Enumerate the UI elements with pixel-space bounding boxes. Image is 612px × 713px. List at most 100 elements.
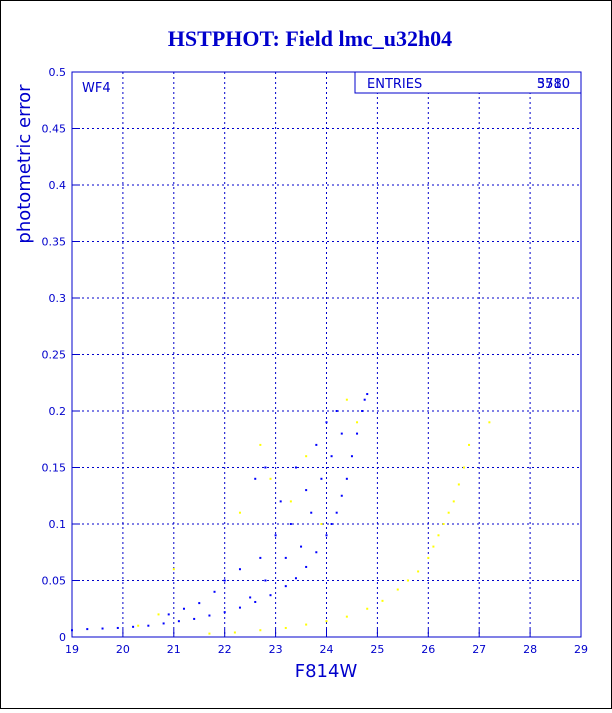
point [417,570,420,573]
point [468,443,471,446]
x-tick-label: 28 [523,643,537,656]
point [213,590,216,593]
point [177,620,180,623]
point [254,600,257,603]
plot-frame [71,71,582,638]
point [294,466,297,469]
point [233,631,236,634]
x-tick-label: 27 [472,643,486,656]
point [345,398,348,401]
point [137,624,140,627]
chart-title: HSTPHOT: Field lmc_u32h04 [168,26,452,51]
point [264,466,267,469]
point [284,626,287,629]
y-tick-label: 0.3 [49,292,67,305]
x-tick-label: 24 [320,643,334,656]
point [254,477,257,480]
point [315,551,318,554]
point [238,568,241,571]
y-tick-label: 0 [59,631,66,644]
point [223,579,226,582]
point [274,534,277,537]
point [289,500,292,503]
stats-value: 3510 [537,77,570,92]
point [330,523,333,525]
point [116,626,119,629]
point [208,632,211,635]
point [325,620,328,623]
point [381,599,384,602]
point [86,628,89,631]
point [162,622,165,625]
point [488,421,491,424]
point [462,466,465,469]
point [198,602,201,605]
point [259,556,262,559]
y-tick-label: 0.15 [42,462,67,475]
point [452,500,455,503]
point [340,432,343,435]
y-tick-label: 0.1 [49,518,67,531]
x-tick-label: 22 [218,643,232,656]
point [330,455,333,458]
point [366,607,369,610]
point [305,623,308,626]
x-tick-label: 19 [65,643,79,656]
x-tick-label: 29 [574,643,588,656]
point [335,511,338,514]
point [305,565,308,568]
point [193,617,196,620]
x-tick-label: 21 [167,643,181,656]
point [361,410,364,412]
point [238,511,241,514]
point [350,455,353,458]
point [437,534,440,537]
point [101,627,104,630]
x-tick-label: 25 [370,643,384,656]
panel-label: WF4 [82,81,111,96]
point [356,432,359,435]
x-tick-label: 20 [116,643,130,656]
point [167,613,170,616]
point [300,545,303,548]
point [432,545,435,548]
point [310,511,313,514]
point [182,607,185,610]
point [269,477,272,480]
y-axis-label: photometric error [14,84,35,244]
point [259,629,262,632]
point [259,443,262,446]
point [442,523,445,525]
y-tick-label: 0.35 [42,236,67,249]
y-tick-label: 0.25 [42,349,67,362]
point [363,398,366,401]
point [132,625,135,628]
y-tick-label: 0.4 [49,179,67,192]
point [71,629,73,632]
point [427,556,430,559]
x-axis-label: F814W [295,661,358,682]
point [320,523,323,525]
y-tick-label: 0.5 [49,66,67,79]
point [447,511,450,514]
y-tick-label: 0.45 [42,123,67,136]
stats-value: 5780 [537,77,570,92]
point [406,579,409,582]
point [223,611,226,614]
point [279,500,282,503]
point [284,556,287,559]
point [315,443,318,446]
stats-box [354,71,582,94]
point [264,579,267,582]
point [249,596,252,599]
point [238,606,241,609]
point [284,585,287,588]
point [305,455,308,458]
point [320,477,323,480]
x-tick-label: 23 [269,643,283,656]
point [208,614,211,617]
point [345,615,348,618]
point [340,494,343,497]
point [345,477,348,480]
